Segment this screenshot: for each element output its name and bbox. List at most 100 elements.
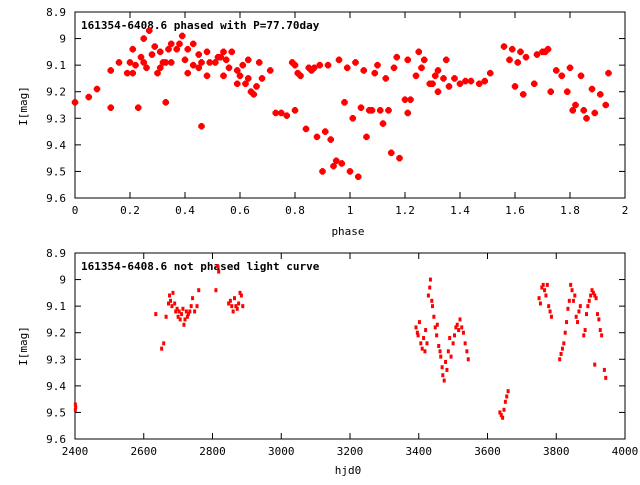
unphased-data-point xyxy=(178,317,182,322)
phased-data-point xyxy=(393,53,401,61)
unphased-data-point xyxy=(565,320,569,325)
phased-data-point xyxy=(167,40,175,48)
unphased-data-point xyxy=(576,320,580,325)
unphased-x-axis-label: hjd0 xyxy=(335,464,362,477)
unphased-data-point xyxy=(216,264,220,269)
phased-data-point xyxy=(338,160,346,167)
unphased-data-point xyxy=(425,341,429,346)
unphased-data-point xyxy=(598,328,602,333)
unphased-data-point xyxy=(587,298,591,303)
phased-data-point xyxy=(467,77,475,85)
unphased-data-point xyxy=(438,349,442,354)
phased-data-point xyxy=(255,59,263,66)
phased-x-tick-label: 1.6 xyxy=(505,204,525,217)
unphased-data-point xyxy=(440,365,444,370)
phased-data-point xyxy=(588,85,596,93)
phased-data-point xyxy=(165,45,172,53)
unphased-x-tick-label: 3400 xyxy=(406,445,433,458)
unphased-y-tick-label: 9.4 xyxy=(46,380,66,393)
unphased-data-point xyxy=(435,322,439,327)
unphased-y-tick-label: 9.2 xyxy=(46,327,66,340)
phased-y-tick-label: 9.4 xyxy=(46,139,66,152)
phased-data-point xyxy=(451,75,458,82)
phased-data-point xyxy=(552,67,560,74)
phased-data-point xyxy=(396,154,403,162)
unphased-data-point xyxy=(241,304,245,309)
phased-data-point xyxy=(198,59,205,66)
unphased-data-point xyxy=(453,333,456,338)
unphased-data-point xyxy=(573,293,577,298)
phased-data-point xyxy=(184,45,192,53)
unphased-points xyxy=(73,264,608,420)
phased-data-point xyxy=(167,59,175,66)
phased-data-point xyxy=(189,61,197,69)
unphased-data-point xyxy=(571,298,575,303)
phased-data-point xyxy=(220,72,227,80)
phased-data-point xyxy=(93,85,101,93)
phased-data-point xyxy=(195,64,203,72)
unphased-x-tick-label: 3800 xyxy=(543,445,570,458)
phased-data-point xyxy=(115,59,123,66)
phased-data-point xyxy=(272,109,280,117)
phased-x-tick-label: 1.4 xyxy=(450,204,470,217)
unphased-data-point xyxy=(231,309,235,314)
phased-data-point xyxy=(517,48,524,56)
unphased-data-point xyxy=(73,407,77,412)
unphased-data-point xyxy=(195,304,199,309)
unphased-data-point xyxy=(238,290,242,295)
unphased-data-point xyxy=(416,333,420,338)
unphased-data-point xyxy=(428,277,432,282)
unphased-y-tick-label: 9.3 xyxy=(46,353,66,366)
unphased-data-point xyxy=(234,304,238,309)
unphased-data-point xyxy=(501,415,505,420)
unphased-ticks: 2400 2600 2800 3000 3200 3400 3600 3800 4000 8.9 9… xyxy=(46,247,638,458)
phased-x-axis-label: phase xyxy=(331,225,364,238)
phased-y-tick-label: 8.9 xyxy=(46,6,66,19)
phased-data-point xyxy=(533,51,541,58)
phased-data-point xyxy=(420,56,428,64)
unphased-data-point xyxy=(160,346,164,351)
phased-data-point xyxy=(580,107,588,114)
unphased-y-tick-label: 9.1 xyxy=(46,300,66,313)
phased-data-point xyxy=(173,45,181,53)
phased-data-point xyxy=(360,67,368,74)
phased-data-point xyxy=(291,61,299,69)
unphased-data-point xyxy=(197,288,201,293)
phased-data-point xyxy=(126,59,134,66)
phased-data-point xyxy=(379,120,387,127)
phased-data-point xyxy=(382,75,390,82)
unphased-data-point xyxy=(170,304,174,309)
unphased-data-point xyxy=(445,367,449,372)
unphased-data-point xyxy=(174,309,178,314)
unphased-x-tick-label: 3600 xyxy=(474,445,501,458)
unphased-data-point xyxy=(185,314,189,319)
phased-data-point xyxy=(563,88,571,96)
phased-data-point xyxy=(583,114,590,122)
unphased-data-point xyxy=(569,282,573,287)
phased-data-point xyxy=(140,35,148,42)
unphased-data-point xyxy=(570,288,574,293)
unphased-data-point xyxy=(189,304,193,309)
phased-data-point xyxy=(189,40,197,48)
phased-data-point xyxy=(203,72,211,80)
unphased-y-tick-label: 9 xyxy=(59,274,66,287)
phased-data-point xyxy=(156,64,164,72)
phased-data-point xyxy=(203,48,211,56)
unphased-data-point xyxy=(451,341,455,346)
phased-data-point xyxy=(236,72,244,80)
phased-data-point xyxy=(313,133,321,141)
phased-data-point xyxy=(302,125,310,133)
phased-data-point xyxy=(401,96,409,103)
unphased-data-point xyxy=(446,349,450,354)
phased-y-tick-label: 9.1 xyxy=(46,59,66,72)
phased-data-point xyxy=(374,61,381,69)
phased-data-point xyxy=(462,77,469,85)
unphased-data-point xyxy=(602,367,606,372)
unphased-data-point xyxy=(415,330,419,335)
unphased-data-point xyxy=(559,351,563,356)
unphased-data-point xyxy=(547,304,551,309)
unphased-data-point xyxy=(437,344,441,348)
phased-data-point xyxy=(137,53,145,61)
unphased-data-point xyxy=(168,293,172,298)
